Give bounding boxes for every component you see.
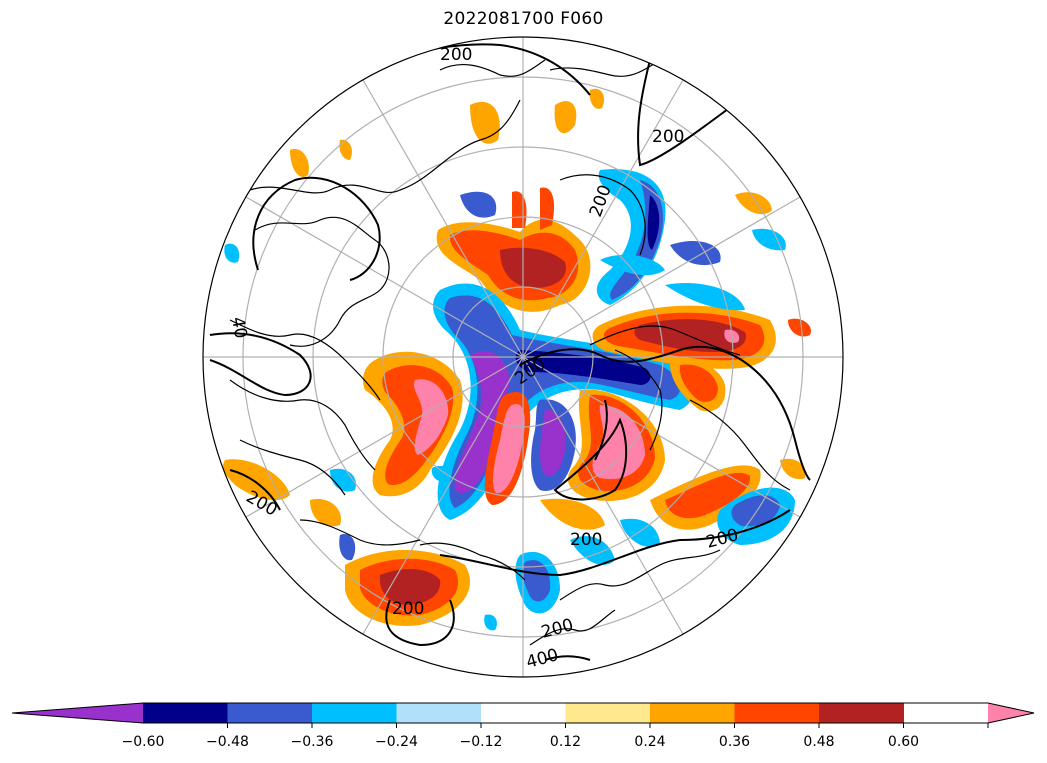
colorbar-segment: [396, 703, 482, 723]
colorbar-segment: [565, 703, 651, 723]
negative-anomaly-region: [444, 295, 681, 508]
positive-anomaly-region: [470, 101, 500, 144]
contour-label: 200: [652, 127, 684, 147]
colorbar-tick-label: 0.48: [803, 734, 835, 750]
colorbar-segment: [819, 703, 904, 723]
map-title: 2022081700 F060: [443, 9, 604, 29]
colorbar-tick-label: −0.24: [375, 734, 418, 750]
negative-anomaly-region: [670, 241, 721, 266]
positive-anomaly-region: [735, 192, 772, 215]
colorbar-tick-label: 0.24: [634, 734, 666, 750]
colorbar-outline: [11, 702, 1035, 724]
positive-anomaly-region: [413, 379, 449, 455]
negative-anomaly-region: [339, 534, 356, 561]
colorbar-extend-low: [12, 703, 143, 723]
colorbar-tick-label: −0.12: [459, 734, 503, 750]
colorbar-segment: [312, 703, 397, 723]
positive-anomaly-region: [500, 247, 566, 288]
contour-label: 40: [227, 315, 250, 340]
positive-anomaly-region: [788, 318, 811, 337]
negative-anomaly-region: [647, 195, 660, 250]
contour-label: 200: [392, 599, 424, 619]
negative-anomaly-region: [570, 536, 615, 565]
positive-anomaly-region: [679, 364, 718, 402]
colorbar-extend-high: [988, 703, 1034, 723]
positive-anomaly-region: [290, 149, 309, 178]
positive-anomaly-region: [339, 139, 352, 160]
positive-anomaly-region: [665, 472, 751, 519]
contour-label: 200: [440, 45, 472, 65]
negative-anomaly-region: [540, 409, 566, 477]
negative-anomaly-region: [600, 254, 665, 276]
positive-anomaly-region: [780, 458, 806, 480]
negative-anomaly-region: [224, 243, 240, 263]
anomaly-shading: [223, 88, 811, 631]
contour-label: 200: [570, 530, 602, 550]
colorbar-tick-label: 0.12: [549, 734, 582, 750]
positive-anomaly-region: [223, 459, 290, 501]
colorbar-segment: [650, 703, 735, 723]
negative-anomaly-region: [454, 351, 510, 494]
coastlines: [229, 59, 791, 646]
negative-anomaly-region: [460, 191, 497, 218]
negative-anomaly-region: [515, 350, 651, 385]
colorbar-segment: [143, 703, 228, 723]
negative-anomaly-region: [522, 560, 551, 602]
positive-anomaly-region: [540, 498, 605, 530]
colorbar-segment: [227, 703, 313, 723]
map-boundary: [202, 36, 844, 678]
positive-anomaly-region: [554, 101, 577, 134]
negative-anomaly-region: [731, 495, 780, 527]
colorbar-segment: [734, 703, 820, 723]
colorbar-tick-label: −0.60: [121, 734, 165, 750]
negative-anomaly-region: [484, 614, 497, 631]
negative-anomaly-region: [665, 282, 745, 311]
polar-map: 200 200 200 200 200 200 200 200 200 40 4…: [202, 36, 844, 678]
negative-anomaly-region: [752, 228, 786, 251]
colorbar-segment: [481, 703, 566, 723]
negative-anomaly-region: [431, 465, 452, 482]
colorbar-tick-label: −0.36: [290, 734, 334, 750]
colorbar-tick-label: 0.60: [887, 734, 920, 750]
colorbar-tick-label: −0.48: [206, 734, 249, 750]
negative-anomaly-region: [620, 518, 660, 548]
positive-anomaly-region: [310, 499, 341, 527]
colorbar-tick-label: 0.36: [718, 734, 751, 750]
positive-anomaly-region: [589, 88, 605, 109]
